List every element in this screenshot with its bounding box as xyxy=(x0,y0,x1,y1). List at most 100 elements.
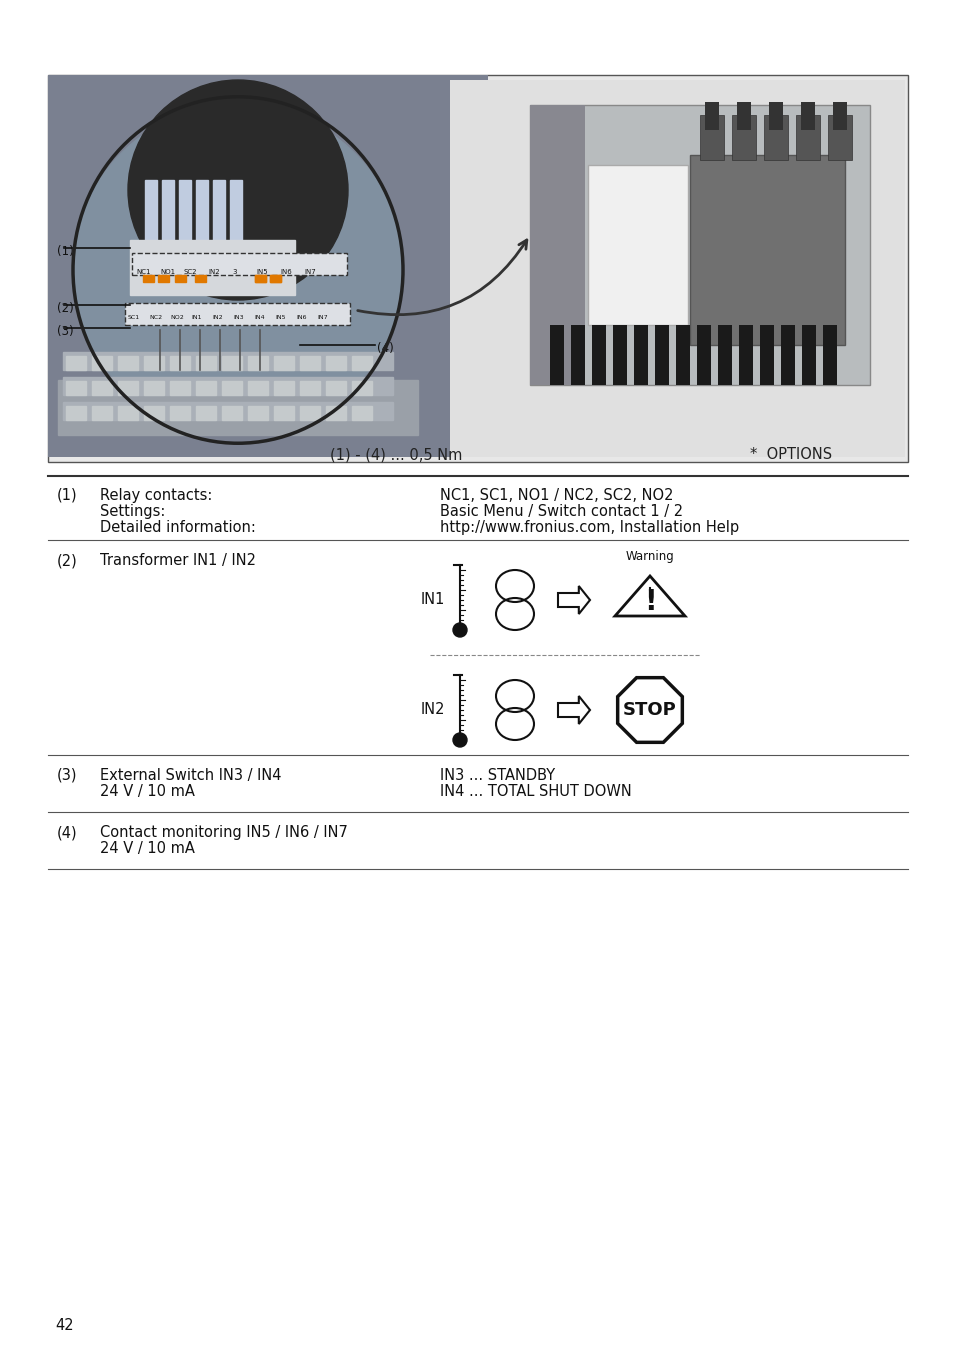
Bar xyxy=(162,180,173,279)
Bar xyxy=(170,406,190,420)
Polygon shape xyxy=(558,697,589,724)
Bar xyxy=(195,356,215,370)
Bar xyxy=(63,377,393,396)
Text: (1) - (4) ... 0,5 Nm: (1) - (4) ... 0,5 Nm xyxy=(330,447,462,462)
Text: NC2: NC2 xyxy=(149,315,162,320)
Bar xyxy=(248,356,268,370)
Bar xyxy=(118,381,138,396)
Bar xyxy=(170,381,190,396)
Text: IN3 ... STANDBY: IN3 ... STANDBY xyxy=(439,768,555,783)
Text: IN7: IN7 xyxy=(316,315,327,320)
Bar xyxy=(760,325,773,385)
Text: http://www.fronius.com, Installation Help: http://www.fronius.com, Installation Hel… xyxy=(439,520,739,535)
Bar xyxy=(132,252,347,275)
Text: IN7: IN7 xyxy=(304,269,315,275)
Bar xyxy=(530,105,869,385)
Bar xyxy=(718,325,731,385)
Text: (2): (2) xyxy=(57,302,73,315)
Text: NC1: NC1 xyxy=(136,269,151,275)
Bar xyxy=(248,406,268,420)
Bar xyxy=(195,381,215,396)
Bar xyxy=(587,165,687,325)
Text: External Switch IN3 / IN4: External Switch IN3 / IN4 xyxy=(100,768,281,783)
Bar xyxy=(195,406,215,420)
Bar xyxy=(144,356,164,370)
Bar xyxy=(91,356,112,370)
Text: Relay contacts:: Relay contacts: xyxy=(100,487,213,504)
Text: Transformer IN1 / IN2: Transformer IN1 / IN2 xyxy=(100,554,255,568)
Bar xyxy=(737,103,750,130)
Bar xyxy=(592,325,605,385)
Text: Basic Menu / Switch contact 1 / 2: Basic Menu / Switch contact 1 / 2 xyxy=(439,504,682,518)
Text: IN1: IN1 xyxy=(191,315,201,320)
Bar xyxy=(697,325,710,385)
Circle shape xyxy=(453,733,467,747)
Bar xyxy=(326,356,346,370)
Bar xyxy=(731,115,755,161)
Polygon shape xyxy=(558,586,589,614)
Text: IN4 ... TOTAL SHUT DOWN: IN4 ... TOTAL SHUT DOWN xyxy=(439,784,631,799)
Bar xyxy=(130,240,294,296)
Bar xyxy=(795,115,820,161)
Text: IN1: IN1 xyxy=(420,593,444,608)
Bar xyxy=(326,381,346,396)
Text: (4): (4) xyxy=(57,825,77,840)
Bar xyxy=(58,379,417,435)
Text: Detailed information:: Detailed information: xyxy=(100,520,255,535)
Bar xyxy=(144,406,164,420)
Bar xyxy=(274,406,294,420)
Bar xyxy=(270,275,281,282)
Bar xyxy=(634,325,647,385)
Bar xyxy=(125,302,350,325)
Bar xyxy=(689,155,844,346)
Text: (1): (1) xyxy=(57,244,73,258)
Text: Contact monitoring IN5 / IN6 / IN7: Contact monitoring IN5 / IN6 / IN7 xyxy=(100,825,348,840)
Bar xyxy=(195,180,208,279)
Bar xyxy=(801,103,814,130)
Bar xyxy=(118,356,138,370)
Bar xyxy=(144,381,164,396)
FancyArrowPatch shape xyxy=(357,240,526,315)
Bar xyxy=(222,381,242,396)
Bar xyxy=(270,275,281,282)
Bar xyxy=(571,325,584,385)
Bar xyxy=(613,325,626,385)
Bar xyxy=(158,275,169,282)
Bar xyxy=(781,325,794,385)
Bar xyxy=(145,180,157,279)
Text: *  OPTIONS: * OPTIONS xyxy=(749,447,831,462)
Bar xyxy=(254,275,266,282)
Text: 3: 3 xyxy=(232,269,236,275)
Bar xyxy=(530,105,584,385)
Text: IN3: IN3 xyxy=(233,315,243,320)
Bar xyxy=(222,356,242,370)
Bar xyxy=(66,356,86,370)
Text: (2): (2) xyxy=(57,554,77,568)
Text: SC2: SC2 xyxy=(184,269,197,275)
Bar xyxy=(230,180,242,279)
Bar xyxy=(179,180,191,279)
Text: (4): (4) xyxy=(376,342,394,355)
Bar xyxy=(170,356,190,370)
Bar xyxy=(63,352,393,370)
Bar xyxy=(274,356,294,370)
Text: IN2: IN2 xyxy=(212,315,222,320)
Polygon shape xyxy=(617,678,681,743)
Polygon shape xyxy=(615,576,684,616)
Bar xyxy=(352,381,372,396)
Bar xyxy=(299,356,319,370)
Text: NC1, SC1, NO1 / NC2, SC2, NO2: NC1, SC1, NO1 / NC2, SC2, NO2 xyxy=(439,487,673,504)
Bar xyxy=(352,356,372,370)
Bar xyxy=(700,115,723,161)
Text: NO2: NO2 xyxy=(170,315,184,320)
Text: IN5: IN5 xyxy=(274,315,285,320)
Bar xyxy=(763,115,787,161)
Bar xyxy=(326,406,346,420)
Bar xyxy=(450,80,904,458)
Bar xyxy=(48,76,907,462)
Bar xyxy=(194,275,206,282)
Text: (3): (3) xyxy=(57,325,73,338)
Text: SC1: SC1 xyxy=(128,315,140,320)
Text: IN2: IN2 xyxy=(208,269,219,275)
Bar xyxy=(827,115,851,161)
